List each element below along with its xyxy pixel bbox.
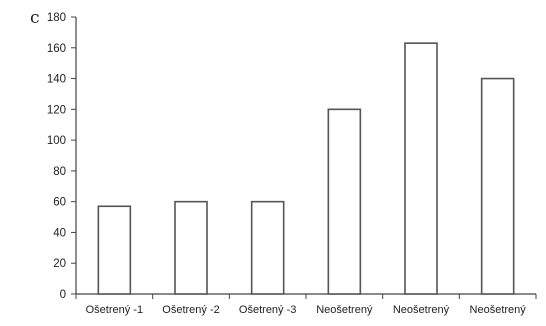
category-label: Ošetrený -2 xyxy=(162,304,219,316)
bar xyxy=(250,200,285,295)
y-axis: 0 20 40 60 80 100 120 140 160 180 xyxy=(47,12,77,301)
y-tick-label: 80 xyxy=(53,166,66,178)
y-tick-label: 140 xyxy=(47,74,66,86)
bar xyxy=(404,42,438,295)
y-tick-label: 40 xyxy=(53,227,66,239)
bar xyxy=(480,77,515,295)
y-tick-label: 0 xyxy=(60,289,66,301)
x-axis xyxy=(75,293,537,299)
y-tick-label: 60 xyxy=(53,197,66,209)
category-label: Neošetrený xyxy=(470,304,527,316)
category-labels: Ošetrený -1 Ošetrený -2 Ošetrený -3 Neošetr… xyxy=(86,304,527,316)
panel-label: c xyxy=(30,8,40,28)
y-tick-label: 20 xyxy=(53,258,66,270)
y-tick-label: 100 xyxy=(47,135,66,147)
category-label: Ošetrený -3 xyxy=(239,304,296,316)
bar-series xyxy=(97,42,515,295)
category-label: Neošetrený xyxy=(316,304,373,316)
bar xyxy=(174,200,208,295)
y-tick-label: 120 xyxy=(47,104,66,116)
category-label: Neošetrený xyxy=(393,304,450,316)
y-tick-label: 160 xyxy=(47,43,66,55)
category-label: Ošetrený -1 xyxy=(86,304,143,316)
bar xyxy=(97,205,132,295)
y-tick-label: 180 xyxy=(47,12,66,24)
bar xyxy=(327,108,362,295)
